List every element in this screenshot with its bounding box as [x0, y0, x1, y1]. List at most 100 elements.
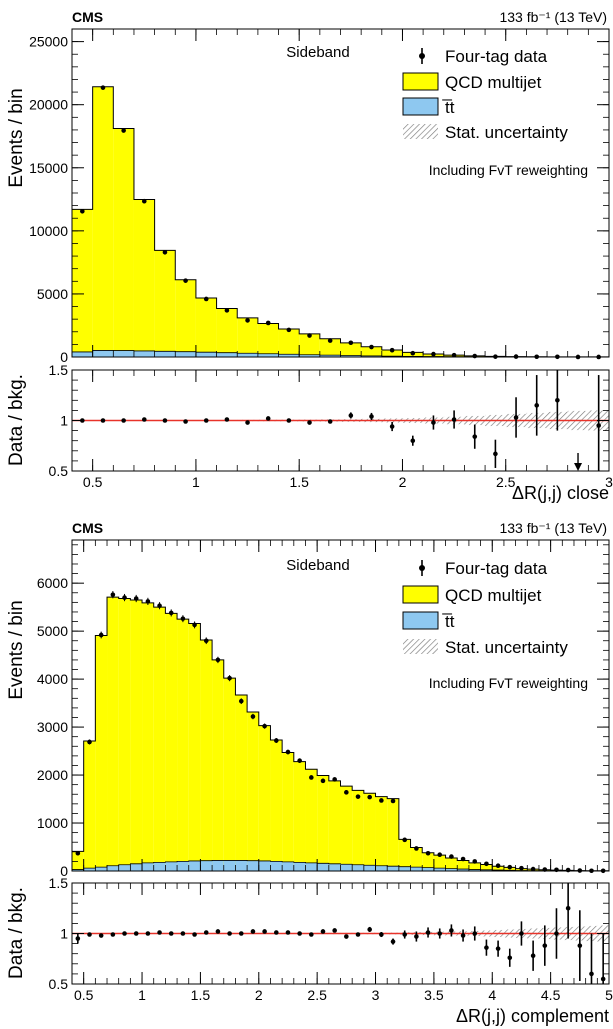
qcd-bar	[445, 858, 458, 871]
x-tick-label: 2.5	[496, 474, 516, 490]
ttbar-bar	[95, 867, 108, 871]
ratio-point	[530, 953, 536, 959]
ttbar-bar	[175, 351, 196, 357]
qcd-bar	[175, 279, 196, 357]
qcd-bar	[237, 317, 258, 357]
ratio-point	[513, 415, 519, 420]
ttbar-bar	[328, 863, 341, 871]
y-tick-label: 0	[60, 863, 68, 879]
legend-ttbar-label: t̅t	[442, 98, 455, 117]
ttbar-bar	[317, 863, 329, 871]
qcd-bar	[282, 752, 294, 871]
x-tick-label: 2	[399, 474, 407, 490]
ratio-point	[484, 945, 489, 950]
ratio-point	[451, 417, 457, 422]
data-point	[183, 278, 188, 283]
ttbar-bar	[154, 351, 176, 357]
data-point	[344, 790, 349, 795]
qcd-bar	[319, 338, 341, 357]
qcd-bar	[154, 250, 176, 357]
qcd-bar	[118, 598, 131, 871]
ratio-point	[414, 934, 419, 939]
qcd-bar	[340, 342, 362, 357]
ratio-y-tick-label: 1	[60, 926, 68, 942]
ratio-point	[589, 971, 594, 977]
data-point	[192, 622, 197, 628]
ratio-point	[98, 933, 104, 938]
legend-qcd-swatch	[402, 585, 439, 604]
ratio-point	[390, 939, 396, 944]
data-point	[245, 318, 250, 323]
ttbar-bar	[130, 863, 143, 871]
data-point	[484, 861, 489, 867]
legend-data-marker	[419, 565, 425, 571]
legend-data-label: Four-tag data	[445, 47, 548, 66]
ratio-ylabel: Data / bkg.	[6, 887, 27, 979]
data-point	[390, 798, 396, 804]
ttbar-bar	[165, 861, 178, 871]
ratio-point	[245, 420, 250, 425]
data-point	[437, 852, 443, 857]
ratio-point	[472, 931, 478, 936]
legend-stat-label: Stat. uncertainty	[445, 638, 568, 657]
x-tick-label: 3	[372, 987, 380, 1003]
ratio-y-tick-label: 0.5	[49, 976, 69, 992]
ttbar-bar	[305, 862, 318, 871]
main-ylabel: Events / bin	[6, 88, 27, 187]
ttbar-bar	[363, 865, 376, 871]
qcd-bar	[142, 602, 154, 871]
lumi-label: 133 fb⁻¹ (13 TeV)	[499, 520, 607, 536]
qcd-bar	[130, 599, 143, 871]
data-point	[203, 296, 209, 302]
qcd-bar	[92, 86, 114, 357]
ratio-point	[203, 418, 209, 423]
ratio-point	[157, 930, 162, 935]
data-point	[145, 599, 151, 604]
ratio-point	[192, 932, 197, 937]
ttbar-bar	[223, 860, 236, 871]
legend: Four-tag data QCD multijet t̅t Stat. unc…	[402, 559, 568, 657]
experiment-label: CMS	[72, 520, 103, 536]
legend-data-marker	[419, 53, 425, 59]
ratio-point	[250, 929, 256, 934]
ttbar-bar	[247, 860, 259, 871]
ratio-point	[437, 931, 443, 936]
data-point	[414, 846, 419, 851]
ratio-point	[162, 418, 168, 423]
data-point	[122, 595, 127, 600]
qcd-bar	[195, 297, 217, 357]
ttbar-bar	[142, 862, 154, 871]
qcd-bar	[258, 725, 271, 871]
ttbar-bar	[270, 861, 283, 871]
x-tick-label: 0.5	[74, 987, 94, 1003]
x-tick-label: 3.5	[424, 987, 444, 1003]
data-point	[262, 723, 267, 729]
legend: Four-tag data QCD multijet t̅t Stat. unc…	[402, 47, 568, 142]
ratio-plot: 0.5 1 1.5 0.5 1 1.5 2 2.5 3	[49, 362, 613, 490]
data-point	[519, 865, 524, 871]
qcd-bar	[480, 864, 493, 871]
ratio-plot: 0.5 1 1.5 0.5 1 1.5 2 2.5 3 3.5 4 4.5 5	[49, 875, 613, 1003]
data-point	[110, 592, 116, 597]
legend-qcd-label: QCD multijet	[445, 73, 542, 92]
qcd-bar	[387, 798, 399, 871]
ratio-point	[379, 932, 384, 937]
ttbar-bar	[282, 861, 294, 871]
qcd-bar	[340, 786, 353, 871]
ttbar-bar	[133, 350, 155, 357]
data-point	[320, 778, 326, 784]
y-tick-label: 3000	[37, 719, 68, 735]
ttbar-bar	[235, 860, 248, 871]
ratio-point	[122, 931, 127, 936]
qcd-bar	[133, 199, 155, 357]
x-tick-label: 1	[138, 987, 146, 1003]
qcd-bar	[299, 333, 320, 357]
y-tick-label: 15000	[29, 160, 68, 176]
qcd-bar	[361, 346, 382, 357]
qcd-bar	[153, 607, 166, 871]
data-point	[389, 347, 395, 353]
ttbar-bar	[237, 353, 258, 357]
ratio-point	[309, 932, 314, 937]
data-point	[203, 638, 209, 644]
ratio-point	[332, 928, 337, 933]
